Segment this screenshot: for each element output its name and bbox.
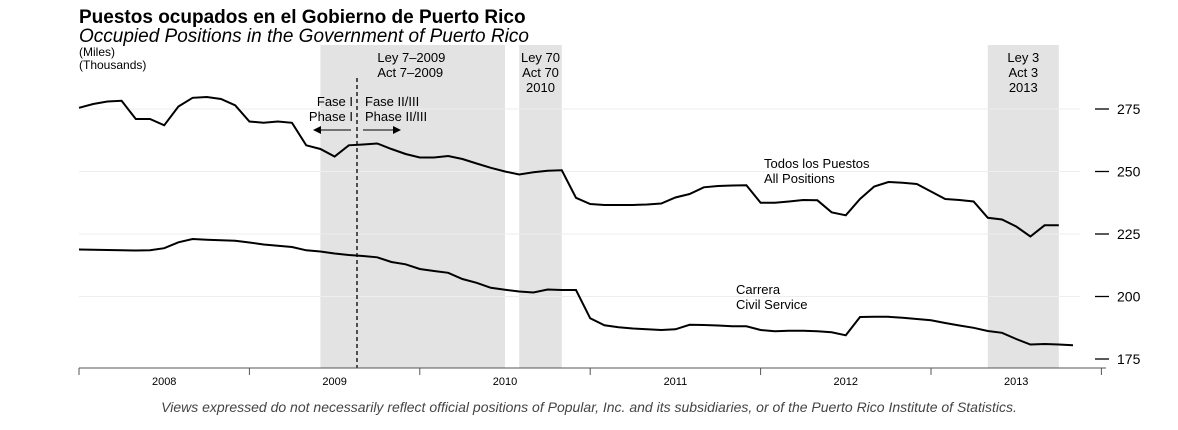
series-lines [78,95,1074,347]
x-tick-label: 2012 [834,376,858,388]
chart-title: Puestos ocupados en el Gobierno de Puert… [79,7,526,28]
period-label: Act 3 [1008,65,1038,80]
phase-label: Fase II/III [365,94,419,109]
y-tick-label: 225 [1117,226,1141,242]
period-shade-3 [987,45,1059,368]
gridlines [79,108,1080,297]
chart-subtitle: Occupied Positions in the Government of … [79,26,529,47]
unit-label-es: (Miles) [79,45,115,59]
phase-label: Phase II/III [365,109,427,124]
x-axis: 2008 2009 2010 2011 2012 2013 [78,367,1106,388]
x-tick-label: 2011 [664,376,688,388]
series-line-all-positions [78,95,1059,238]
y-axis: 175 200 225 250 275 [1095,101,1141,367]
period-label: Act 7–2009 [377,65,443,80]
series-label: Todos los Puestos [764,156,870,171]
phase-label: Phase I [309,109,353,124]
period-shade-2 [519,45,562,368]
period-label: Ley 70 [521,50,560,65]
x-tick-label: 2009 [322,376,346,388]
period-shade-1 [320,45,505,368]
period-label: 2013 [1009,80,1038,95]
series-label: Civil Service [736,297,808,312]
y-tick-label: 275 [1117,101,1141,117]
period-label: Ley 3 [1007,50,1039,65]
legislation-periods [320,45,1059,368]
y-tick-label: 200 [1117,289,1141,305]
series-label: All Positions [764,171,835,186]
period-label: Act 70 [522,65,559,80]
y-tick-label: 175 [1117,351,1141,367]
series-label: Carrera [736,282,781,297]
phase-label: Fase I [317,94,353,109]
x-tick-label: 2010 [493,376,517,388]
x-tick-label: 2008 [152,376,176,388]
x-tick-label: 2013 [1004,376,1028,388]
period-label: 2010 [526,80,555,95]
unit-label-en: (Thousands) [79,58,147,72]
disclaimer: Views expressed do not necessarily refle… [161,399,1017,415]
y-tick-label: 250 [1117,164,1141,180]
period-label: Ley 7–2009 [377,50,445,65]
series-line-civil-service [78,237,1074,347]
